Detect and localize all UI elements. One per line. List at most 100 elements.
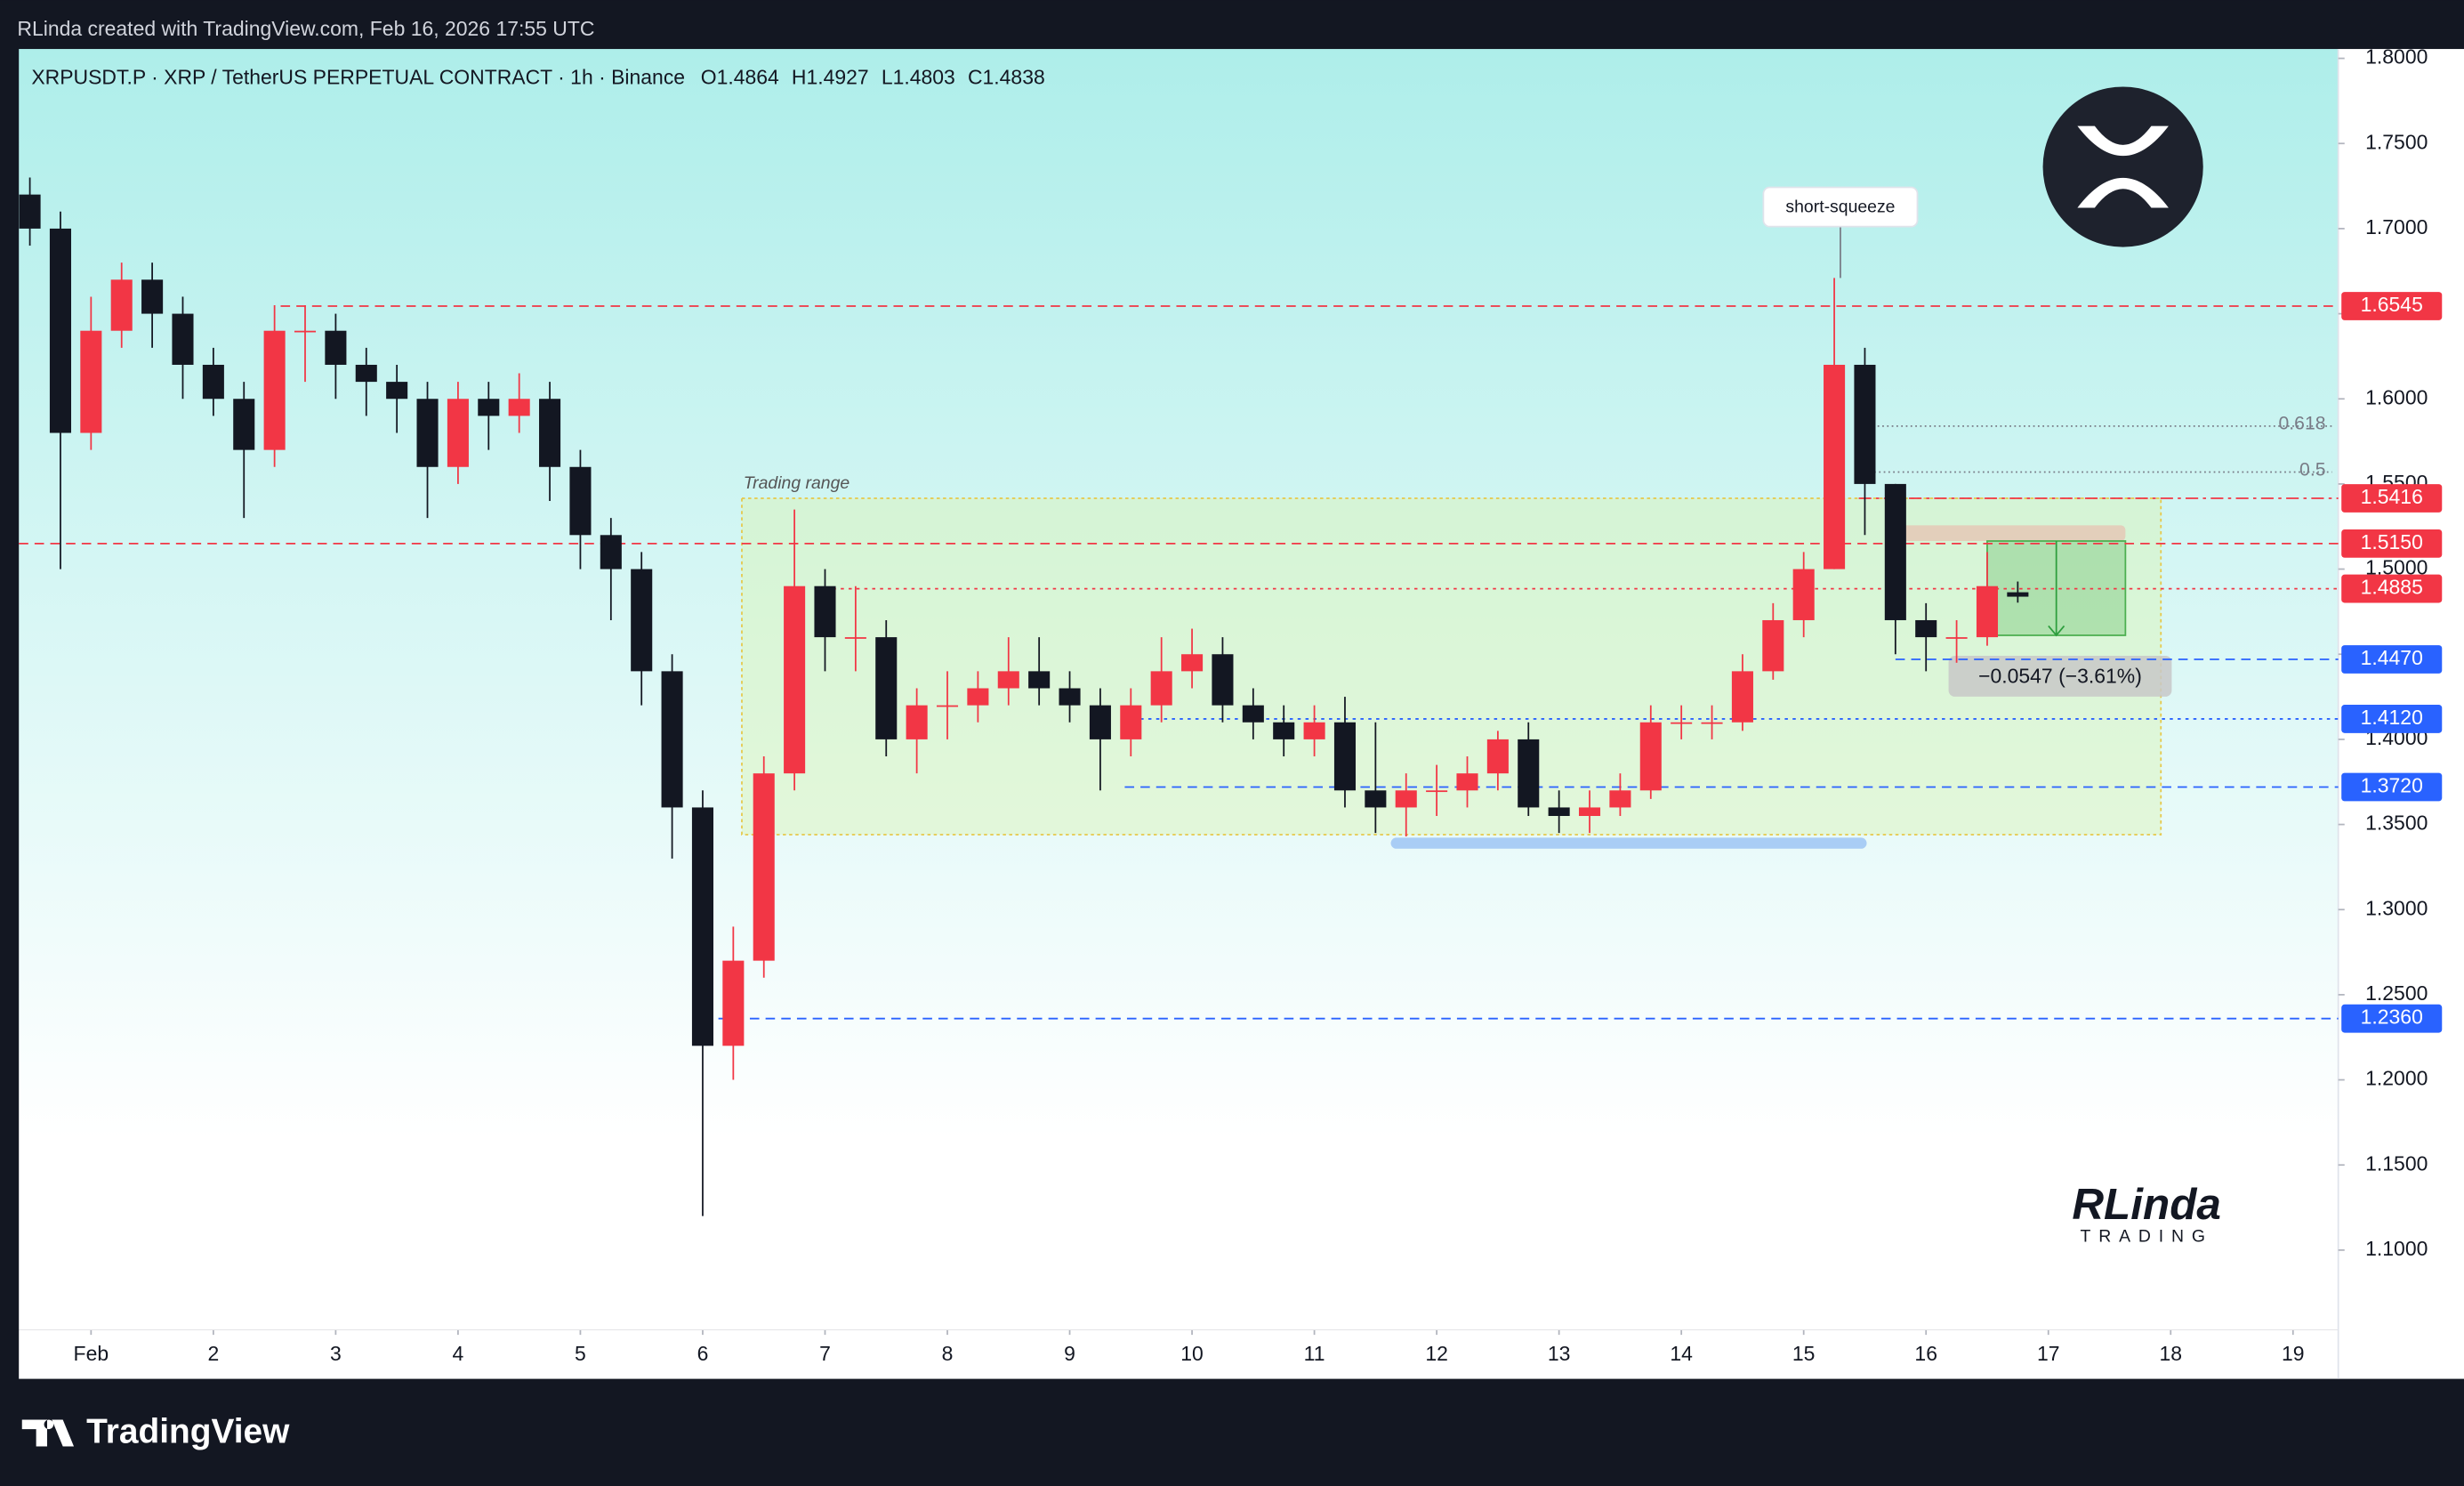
x-tick-label: 7 [819,1342,831,1365]
symbol-title: XRPUSDT.P · XRP / TetherUS PERPETUAL CON… [31,66,685,89]
watermark-name: RLinda [2072,1180,2221,1229]
candle-body [784,586,806,774]
x-tick-label: Feb [74,1342,109,1365]
candle-body [844,637,866,639]
level-tag [2341,292,2443,320]
annotation-text: short-squeeze [1785,198,1895,217]
candle-body [49,228,71,433]
x-tick-label: 3 [330,1342,342,1365]
projection-label: −0.0547 (−3.61%) [1978,665,2142,688]
trading-range-label: Trading range [744,473,850,493]
level-label: 1.4470 [2361,646,2423,669]
y-tick-label: 1.3500 [2365,812,2428,835]
level-label: 1.4885 [2361,576,2423,599]
candle-body [508,399,530,416]
candle-body [539,399,561,467]
candle-body [1059,688,1081,706]
candle-body [631,569,653,672]
level-tag [2341,772,2443,802]
candle-body [722,960,745,1046]
level-tag [2341,574,2443,603]
level-label: 1.5416 [2361,485,2423,508]
y-tick-label: 1.3000 [2365,896,2428,919]
candle-body [1150,671,1172,706]
candle-body [2007,592,2029,597]
watermark-sub: TRADING [2081,1227,2213,1247]
candle-body [263,330,286,450]
x-tick-label: 18 [2159,1342,2182,1365]
candle-body [1242,705,1264,723]
candle-body [1548,807,1570,816]
candle-body [1333,722,1357,791]
candle-body [753,773,775,961]
candle-body [1181,654,1204,672]
x-tick-label: 11 [1304,1342,1325,1365]
candle-body [1456,773,1478,791]
y-tick-label: 1.1500 [2365,1151,2428,1175]
y-tick-label: 1.7500 [2365,130,2428,153]
x-tick-label: 6 [697,1342,709,1365]
candle-body [1945,637,1968,639]
watermark: RLinda TRADING [2072,1180,2221,1247]
candle-body [1089,705,1111,739]
x-tick-label: 9 [1064,1342,1075,1365]
x-tick-label: 16 [1914,1342,1937,1365]
level-tag [2341,1004,2443,1033]
annotation-box [1762,186,1919,228]
candle-body [1701,722,1723,724]
candle-body [906,705,928,739]
fib-label: 0.5 [2299,459,2325,480]
x-tick-label: 13 [1548,1342,1571,1365]
x-tick-label: 8 [942,1342,954,1365]
candle-body [141,279,164,314]
candle-body [1518,739,1540,808]
candle-body [997,671,1019,689]
ohlc-value: L1.4803 [882,66,955,89]
x-tick-label: 15 [1792,1342,1816,1365]
y-tick-label: 1.2000 [2365,1067,2428,1090]
candle-body [478,399,500,416]
candle-body [875,637,898,739]
level-tag [2341,529,2443,558]
ohlc-value: O1.4864 [701,66,779,89]
candle-body [1028,671,1051,689]
x-tick-label: 5 [575,1342,586,1365]
candle-body [1426,790,1448,793]
candle-body [936,705,959,707]
candle-body [967,688,989,706]
level-label: 1.5150 [2361,530,2423,553]
candle-body [1395,790,1417,808]
candle-body [814,586,836,638]
candle-body [661,671,683,808]
candle-body [80,330,102,433]
y-tick-label: 1.8000 [2365,45,2428,69]
candle-body [1578,807,1601,816]
x-tick-label: 14 [1670,1342,1693,1365]
candle-body [1915,619,1937,638]
trading-range [741,497,2162,836]
level-label: 1.2360 [2361,1005,2423,1029]
candle-body [110,279,133,331]
time-axis [19,1329,2339,1379]
candle-body [1792,569,1815,620]
candle-body [1303,722,1325,739]
y-tick-label: 1.7000 [2365,215,2428,238]
candle-body [1486,739,1509,774]
level-tag [2341,705,2443,733]
credit: RLinda created with TradingView.com, Feb… [17,17,594,40]
candle-body [1212,654,1234,706]
level-label: 1.4120 [2361,706,2423,729]
projection-label-bg [1948,655,2172,697]
level-tag [2341,645,2443,674]
candle-body [1976,586,1999,638]
candle-body [19,194,41,229]
candle-body [1365,790,1387,808]
candle-body [569,466,592,536]
footer-brand: TradingView [86,1413,290,1451]
candle-body [172,313,194,365]
candle-body [416,399,439,467]
y-tick-label: 1.6000 [2365,385,2428,408]
candle-body [355,364,377,383]
